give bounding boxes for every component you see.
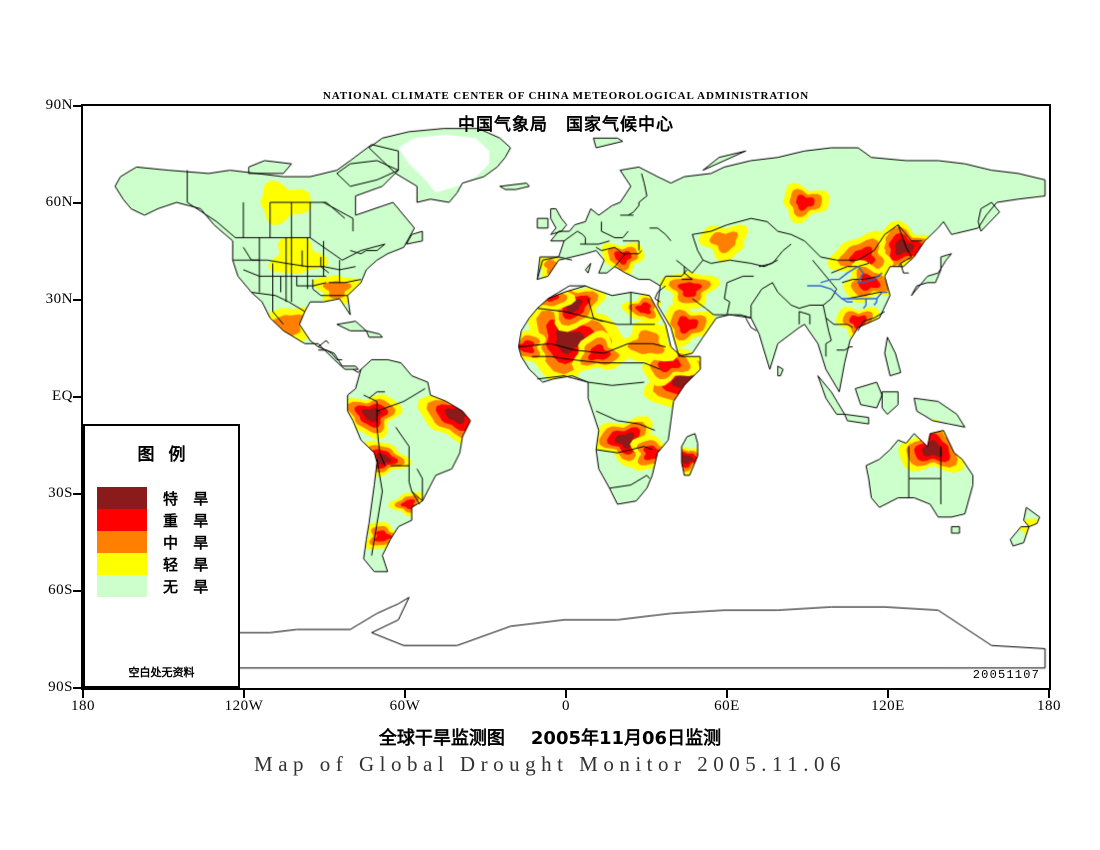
- legend-swatch-severe-drought: [97, 509, 147, 531]
- organisation-credit-chinese: 中国气象局 国家气候中心: [458, 115, 674, 135]
- x-axis-tick-mark: [404, 690, 406, 698]
- map-raster-canvas: [83, 106, 1049, 688]
- x-axis-tick-label: 60E: [714, 698, 740, 714]
- x-axis-tick-label: 120W: [224, 698, 264, 714]
- y-axis-tick-mark: [73, 590, 81, 592]
- legend-label-mild-drought: 轻 旱: [163, 555, 214, 574]
- map-legend: 图例 特 旱重 旱中 旱轻 旱无 旱 空白处无资料: [83, 424, 240, 688]
- legend-no-data-note: 空白处无资料: [128, 666, 195, 679]
- legend-title: 图例: [137, 445, 200, 465]
- x-axis-tick-label: 120E: [871, 698, 905, 714]
- y-axis-tick-label: EQ: [52, 388, 73, 404]
- legend-row: 轻 旱: [97, 553, 238, 575]
- x-axis-tick-label: 0: [562, 698, 570, 714]
- legend-label-moderate-drought: 中 旱: [163, 533, 214, 552]
- legend-swatch-mild-drought: [97, 553, 147, 575]
- y-axis-tick-label: 90N: [45, 97, 73, 113]
- x-axis-tick-label: 60W: [389, 698, 421, 714]
- legend-row: 中 旱: [97, 531, 238, 553]
- y-axis-tick-label: 60N: [45, 194, 73, 210]
- production-datestamp: 20051107: [972, 668, 1040, 682]
- organisation-credit-english: NATIONAL CLIMATE CENTER OF CHINA METEORO…: [322, 90, 810, 102]
- y-axis-tick-mark: [73, 687, 81, 689]
- legend-row: 特 旱: [97, 487, 238, 509]
- y-axis-tick-mark: [73, 396, 81, 398]
- legend-swatch-extreme-drought: [97, 487, 147, 509]
- legend-swatch-moderate-drought: [97, 531, 147, 553]
- legend-rows: 特 旱重 旱中 旱轻 旱无 旱: [85, 487, 238, 597]
- x-axis-tick-mark: [1048, 690, 1050, 698]
- legend-row: 重 旱: [97, 509, 238, 531]
- y-axis-tick-label: 90S: [48, 679, 73, 695]
- y-axis-tick-label: 30S: [48, 485, 73, 501]
- figure-title-chinese-date: 2005年11月06日监测: [530, 728, 722, 749]
- x-axis-tick-label: 180: [71, 698, 95, 714]
- x-axis-tick-mark: [726, 690, 728, 698]
- y-axis-tick-mark: [73, 299, 81, 301]
- figure-title-chinese-main: 全球干旱监测图: [378, 728, 505, 749]
- x-axis-tick-label: 180: [1037, 698, 1061, 714]
- x-axis-tick-mark: [243, 690, 245, 698]
- y-axis-tick-label: 60S: [48, 582, 73, 598]
- x-axis-tick-mark: [565, 690, 567, 698]
- y-axis-tick-label: 30N: [45, 291, 73, 307]
- x-axis-tick-mark: [887, 690, 889, 698]
- legend-label-extreme-drought: 特 旱: [163, 489, 214, 508]
- y-axis-tick-mark: [73, 202, 81, 204]
- legend-label-no-drought: 无 旱: [163, 577, 214, 596]
- x-axis-tick-mark: [82, 690, 84, 698]
- map-plot-frame: [81, 104, 1051, 690]
- figure-title-english: Map of Global Drought Monitor 2005.11.06: [254, 752, 846, 776]
- legend-label-severe-drought: 重 旱: [163, 511, 214, 530]
- y-axis-tick-mark: [73, 105, 81, 107]
- legend-swatch-no-drought: [97, 575, 147, 597]
- figure-title-chinese: 全球干旱监测图 2005年11月06日监测: [0, 724, 1100, 750]
- y-axis-tick-mark: [73, 493, 81, 495]
- legend-row: 无 旱: [97, 575, 238, 597]
